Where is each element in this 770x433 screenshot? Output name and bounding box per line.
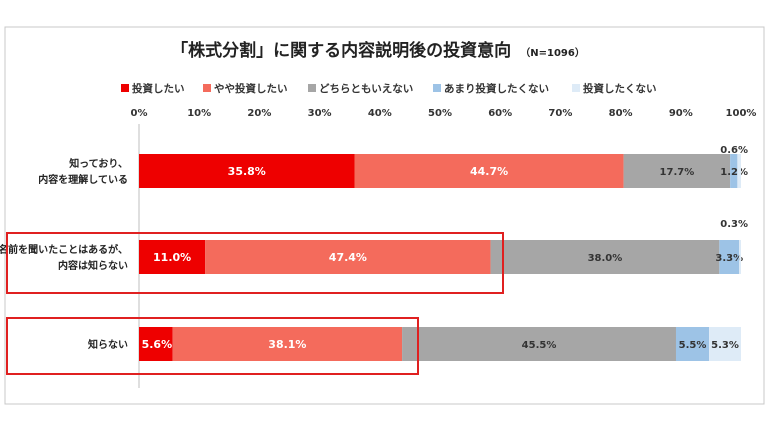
legend-label: 投資したい — [132, 82, 185, 95]
chart-title: 「株式分割」に関する内容説明後の投資意向 — [171, 40, 511, 61]
legend-label: やや投資したい — [214, 82, 288, 95]
bar-segment — [402, 327, 676, 361]
bar-value-label: 47.4% — [329, 251, 367, 264]
legend-label: どちらともいえない — [319, 82, 413, 95]
legend-label: あまり投資したくない — [444, 82, 549, 95]
bar-segment — [709, 327, 741, 361]
legend-item: あまり投資したくない — [433, 82, 549, 95]
bar-segment — [730, 154, 738, 188]
legend-swatch — [203, 84, 211, 92]
x-tick-label: 90% — [669, 108, 693, 119]
bar-segment — [139, 240, 206, 274]
bar-value-label: 0.6% — [720, 145, 748, 156]
bar-segment — [139, 327, 173, 361]
legend-item: 投資したい — [121, 82, 185, 95]
x-axis-ticks: 0% 10% 20% 30% 40% 50% 60% 70% 80% 90% 100% — [131, 108, 757, 119]
category-label: 内容は知らない — [58, 259, 128, 272]
bar-value-label: 0.3% — [720, 219, 748, 230]
chart-subtitle: （N=1096） — [520, 46, 585, 59]
legend-swatch — [121, 84, 129, 92]
chart-title-group: 「株式分割」に関する内容説明後の投資意向 （N=1096） — [171, 40, 585, 61]
bar-value-label: 35.8% — [228, 165, 266, 178]
category-label: 名前を聞いたことはあるが、 — [0, 243, 128, 256]
x-tick-label: 0% — [131, 108, 148, 119]
legend-swatch — [572, 84, 580, 92]
legend-swatch — [308, 84, 316, 92]
bar-value-label: 5.5% — [679, 340, 707, 351]
category-label: 内容を理解している — [38, 173, 128, 186]
x-tick-label: 40% — [368, 108, 392, 119]
bar-value-label: 45.5% — [522, 340, 557, 351]
bar-value-label: 38.0% — [588, 253, 623, 264]
bar-segment — [172, 327, 403, 361]
category-label: 知らない — [87, 338, 128, 351]
bar-value-label: 1.2% — [720, 167, 748, 178]
x-tick-label: 70% — [548, 108, 572, 119]
bar-segment — [139, 154, 355, 188]
legend: 投資したい やや投資したい どちらともいえない あまり投資したくない 投資したくない — [121, 82, 657, 95]
x-tick-label: 10% — [187, 108, 211, 119]
category-label: 知っており、 — [68, 157, 128, 170]
x-tick-label: 50% — [428, 108, 452, 119]
bar-segment — [739, 240, 741, 274]
bar-value-label: 44.7% — [470, 165, 508, 178]
bar-segment — [490, 240, 720, 274]
x-tick-label: 60% — [488, 108, 512, 119]
bar-value-label: 5.3% — [711, 340, 739, 351]
x-tick-label: 80% — [609, 108, 633, 119]
bar-segment — [675, 327, 710, 361]
x-tick-label: 30% — [308, 108, 332, 119]
x-tick-label: 20% — [247, 108, 271, 119]
bar-value-label: 3.3% — [715, 253, 743, 264]
bar-segment — [737, 154, 741, 188]
bar-segment — [354, 154, 624, 188]
bar-segment — [623, 154, 731, 188]
bar-segment — [719, 240, 740, 274]
legend-label: 投資したくない — [583, 82, 657, 95]
plot-area: 35.8% 44.7% 17.7% 1.2% 0.6% 11.0% 47.4% 38.0% 3.… — [139, 145, 748, 361]
legend-item: どちらともいえない — [308, 82, 413, 95]
bar-segment — [205, 240, 491, 274]
legend-item: やや投資したい — [203, 82, 288, 95]
bar-value-label: 11.0% — [153, 251, 191, 264]
legend-item: 投資したくない — [572, 82, 657, 95]
x-tick-label: 100% — [726, 108, 757, 119]
bar-value-label: 5.6% — [142, 338, 173, 351]
legend-swatch — [433, 84, 441, 92]
highlight-boxes — [6, 232, 504, 375]
highlight-box — [6, 232, 504, 294]
highlight-box — [6, 317, 419, 375]
bar-value-label: 38.1% — [268, 338, 306, 351]
bar-value-label: 17.7% — [660, 167, 695, 178]
